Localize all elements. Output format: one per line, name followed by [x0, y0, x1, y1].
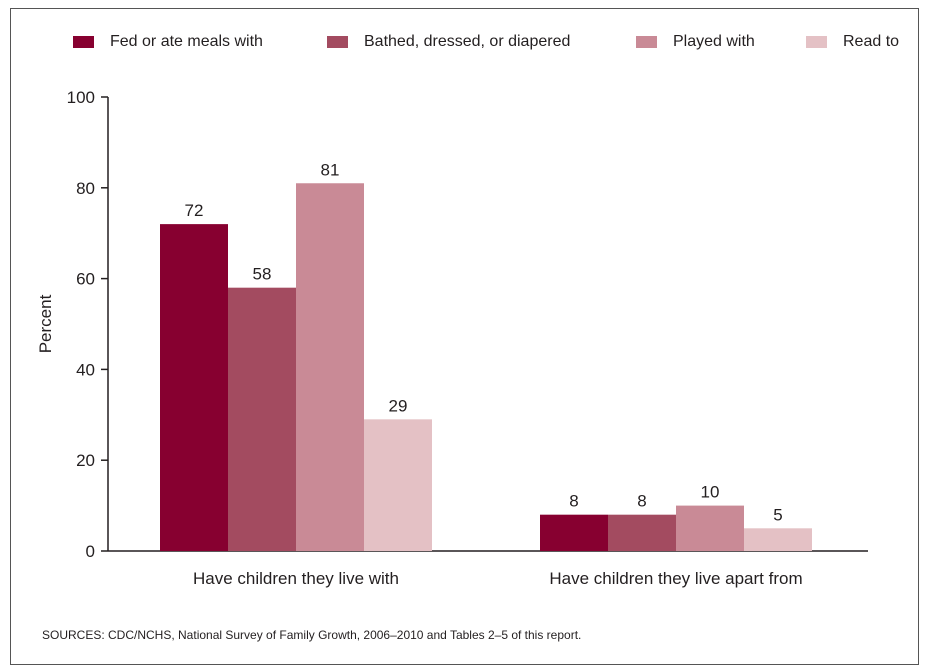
- y-tick-label: 100: [67, 88, 95, 107]
- data-label: 29: [389, 396, 408, 415]
- legend-label: Bathed, dressed, or diapered: [364, 33, 571, 50]
- x-category-label: Have children they live apart from: [549, 569, 802, 588]
- y-axis-label: Percent: [36, 294, 55, 353]
- legend-item: Read to: [806, 33, 899, 51]
- data-label: 72: [185, 201, 204, 220]
- x-label-group: Have children they live with Have childre…: [193, 569, 803, 588]
- bar: [364, 419, 432, 551]
- bar: [676, 505, 744, 551]
- y-tick-label: 20: [76, 451, 95, 470]
- y-tick-label: 80: [76, 179, 95, 198]
- y-tick-group: 0 20 40 60 80 100: [67, 88, 108, 561]
- data-label: 8: [637, 492, 646, 511]
- y-tick-label: 0: [86, 542, 95, 561]
- chart-frame: [10, 8, 919, 665]
- legend-item: Fed or ate meals with: [73, 33, 263, 51]
- legend-item: Bathed, dressed, or diapered: [327, 33, 570, 51]
- legend-swatch: [806, 36, 827, 48]
- y-tick-label: 40: [76, 360, 95, 379]
- bar-group: 72 58 81 29 8 8 10 5: [160, 160, 812, 551]
- bar: [228, 287, 296, 551]
- data-label: 10: [701, 483, 720, 502]
- source-note: SOURCES: CDC/NCHS, National Survey of Fa…: [42, 628, 582, 642]
- data-label: 58: [253, 265, 272, 284]
- legend-swatch: [73, 36, 94, 48]
- bar: [540, 514, 608, 551]
- bar: [160, 224, 228, 551]
- legend-label: Played with: [673, 33, 755, 50]
- bar: [296, 183, 364, 551]
- data-label: 81: [321, 160, 340, 179]
- bar: [744, 528, 812, 551]
- y-tick-label: 60: [76, 270, 95, 289]
- legend-swatch: [636, 36, 657, 48]
- legend-label: Read to: [843, 33, 900, 50]
- bar: [608, 514, 676, 551]
- legend-swatch: [327, 36, 348, 48]
- legend-item: Played with: [636, 33, 755, 51]
- x-category-label: Have children they live with: [193, 569, 399, 588]
- data-label: 5: [773, 505, 782, 524]
- legend-label: Fed or ate meals with: [110, 33, 263, 50]
- data-label: 8: [569, 492, 578, 511]
